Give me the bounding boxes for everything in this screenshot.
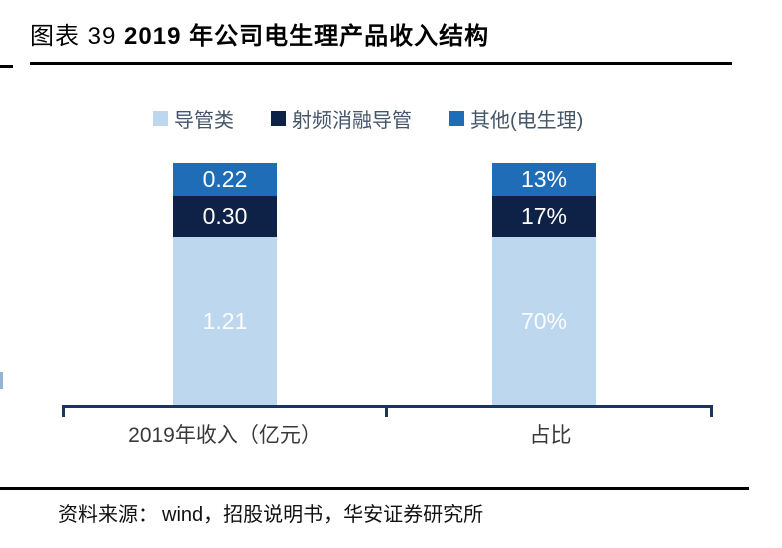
x-axis-tick-middle: [385, 405, 388, 417]
bar-label: 70%: [520, 308, 568, 334]
bar-segment-catheter-share: 70%: [492, 237, 596, 406]
legend-item-catheter: 导管类: [153, 104, 234, 133]
figure-title: 图表 39 2019 年公司电生理产品收入结构: [30, 16, 489, 51]
legend-item-rf-ablation: 射频消融导管: [271, 104, 412, 133]
legend-label: 导管类: [174, 110, 234, 132]
figure-label: 图表 39: [30, 23, 125, 50]
bar-label: 13%: [520, 166, 568, 192]
legend-swatch-catheter: [153, 111, 168, 126]
figure-title-text: 2019 年公司电生理产品收入结构: [124, 23, 490, 50]
left-edge-artifact: [0, 372, 3, 389]
category-label-revenue: 2019年收入（亿元）: [128, 424, 322, 447]
bar-segment-catheter-revenue: 1.21: [173, 237, 277, 406]
bar-segment-rf-revenue: 0.30: [173, 196, 277, 237]
source-text: wind，招股说明书，华安证券研究所: [162, 504, 484, 526]
legend-swatch-rf-ablation: [271, 111, 286, 126]
bar-segment-rf-share: 17%: [492, 196, 596, 237]
chart-legend: 导管类 射频消融导管 其他(电生理): [153, 104, 583, 133]
bar-segment-other-revenue: 0.22: [173, 163, 277, 196]
source-line: 资料来源： wind，招股说明书，华安证券研究所: [58, 498, 483, 527]
bar-label: 1.21: [202, 308, 248, 334]
x-axis-tick-left: [62, 405, 65, 417]
bottom-divider: [0, 487, 749, 490]
bar-segment-other-share: 13%: [492, 163, 596, 196]
legend-item-other: 其他(电生理): [449, 104, 583, 133]
title-underline-stub: [0, 65, 13, 68]
bar-label: 0.30: [202, 203, 248, 229]
bar-label: 0.22: [202, 166, 248, 192]
bar-column-revenue: 0.22 0.30 1.21: [173, 163, 277, 406]
bar-column-share: 13% 17% 70%: [492, 163, 596, 406]
legend-label: 其他(电生理): [470, 110, 584, 132]
legend-label: 射频消融导管: [292, 110, 412, 132]
bar-label: 17%: [520, 203, 568, 229]
legend-swatch-other: [449, 111, 464, 126]
x-axis-tick-right: [710, 405, 713, 417]
title-underline: [30, 62, 732, 65]
category-label-share: 占比: [529, 424, 572, 447]
source-label: 资料来源：: [58, 504, 158, 526]
